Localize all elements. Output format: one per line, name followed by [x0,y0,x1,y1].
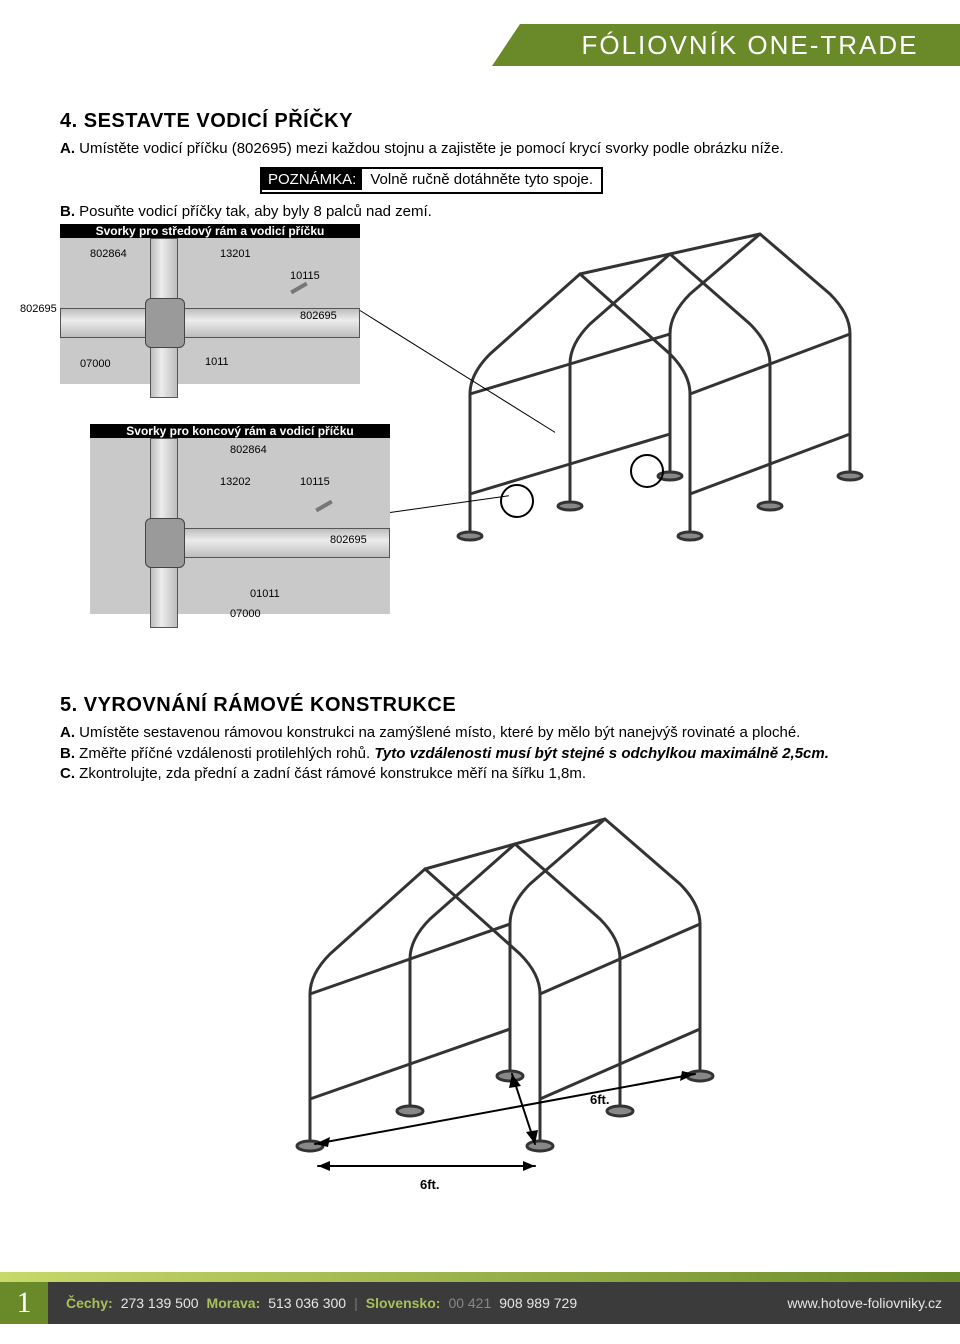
diagram-area: Svorky pro středový rám a vodicí příčku … [60,224,900,664]
bolt-icon [290,282,308,294]
part-label: 802695 [300,310,337,322]
end-clamp [145,518,185,568]
frame-diagram-measure: 6ft. 6ft. [200,794,760,1214]
product-title: FÓLIOVNÍK ONE-TRADE [581,30,918,61]
step-c-text: Zkontrolujte, zda přední a zadní část rá… [79,765,586,782]
part-label: 802695 [20,303,57,315]
part-label: 802864 [90,248,127,260]
step-b-italic: Tyto vzdálenosti musí být stejné s odchy… [374,745,829,762]
part-label: 07000 [230,608,261,620]
frame-diagram [380,214,900,594]
footer-contacts: Čechy: 273 139 500 Morava: 513 036 300 |… [48,1282,960,1324]
page-content: 4. SESTAVTE VODICÍ PŘÍČKY A. Umístěte vo… [60,110,900,1214]
part-label: 10115 [290,270,320,282]
footer-gradient [0,1272,960,1282]
phone-prefix: 00 421 [448,1295,491,1311]
detail-box-2: Svorky pro koncový rám a vodicí příčku 8… [90,424,390,614]
region-label: Morava: [207,1295,261,1311]
note-label: POZNÁMKA: [262,169,362,190]
ft-label-front: 6ft. [420,1177,440,1192]
step-b-prefix: B. [60,203,75,220]
section4-number: 4. [60,110,78,132]
section-4: 4. SESTAVTE VODICÍ PŘÍČKY A. Umístěte vo… [60,110,900,664]
section-5: 5. VYROVNÁNÍ RÁMOVÉ KONSTRUKCE A. Umístě… [60,694,900,1214]
section5-heading: 5. VYROVNÁNÍ RÁMOVÉ KONSTRUKCE [60,694,900,717]
part-label: 01011 [250,588,280,600]
part-label: 802864 [230,444,267,456]
region-label: Čechy: [66,1295,113,1311]
bolt-icon [315,500,333,512]
detail-box-1: Svorky pro středový rám a vodicí příčku … [60,224,360,384]
step-c-prefix: C. [60,765,75,782]
callout-circle [500,484,534,518]
detail2-caption: Svorky pro koncový rám a vodicí příčku [90,424,390,438]
region-label: Slovensko: [366,1295,441,1311]
part-label: 07000 [80,358,111,370]
step-a-text: Umístěte vodicí příčku (802695) mezi kaž… [79,140,784,157]
callout-circle [630,454,664,488]
section5-step-b: B. Změřte příčné vzdálenosti protilehlýc… [60,744,900,764]
phone-number: 513 036 300 [268,1295,346,1311]
left-tube [60,308,155,338]
part-label: 13201 [220,248,251,260]
step-b-lead: Změřte příčné vzdálenosti protilehlých r… [79,745,374,762]
step-a-prefix: A. [60,140,75,157]
section5-step-a: A. Umístěte sestavenou rámovou konstrukc… [60,723,900,743]
part-label: 802695 [330,534,367,546]
step-b-prefix: B. [60,745,75,762]
step-a-prefix: A. [60,724,75,741]
section4-heading: 4. SESTAVTE VODICÍ PŘÍČKY [60,110,900,133]
ft-label-back: 6ft. [590,1092,610,1107]
center-clamp [145,298,185,348]
header-banner: FÓLIOVNÍK ONE-TRADE [520,24,960,66]
section5-number: 5. [60,694,78,716]
section5-step-c: C. Zkontrolujte, zda přední a zadní část… [60,764,900,784]
section4-step-a: A. Umístěte vodicí příčku (802695) mezi … [60,139,900,159]
part-label: 13202 [220,476,251,488]
note-text: Volně ručně dotáhněte tyto spoje. [362,169,601,192]
part-label: 10115 [300,476,330,488]
footer: 1 Čechy: 273 139 500 Morava: 513 036 300… [0,1282,960,1324]
detail1-caption: Svorky pro středový rám a vodicí příčku [60,224,360,238]
phone-number: 908 989 729 [499,1295,577,1311]
note-box: POZNÁMKA: Volně ručně dotáhněte tyto spo… [260,167,603,194]
step-a-text: Umístěte sestavenou rámovou konstrukci n… [79,724,800,741]
section5-title: VYROVNÁNÍ RÁMOVÉ KONSTRUKCE [84,694,456,716]
section4-title: SESTAVTE VODICÍ PŘÍČKY [84,110,353,132]
part-label: 1011 [205,356,229,368]
page-number: 1 [0,1282,48,1324]
phone-number: 273 139 500 [121,1295,199,1311]
step-b-text: Posuňte vodicí příčky tak, aby byly 8 pa… [79,203,432,220]
footer-url: www.hotove-foliovniky.cz [787,1295,942,1311]
